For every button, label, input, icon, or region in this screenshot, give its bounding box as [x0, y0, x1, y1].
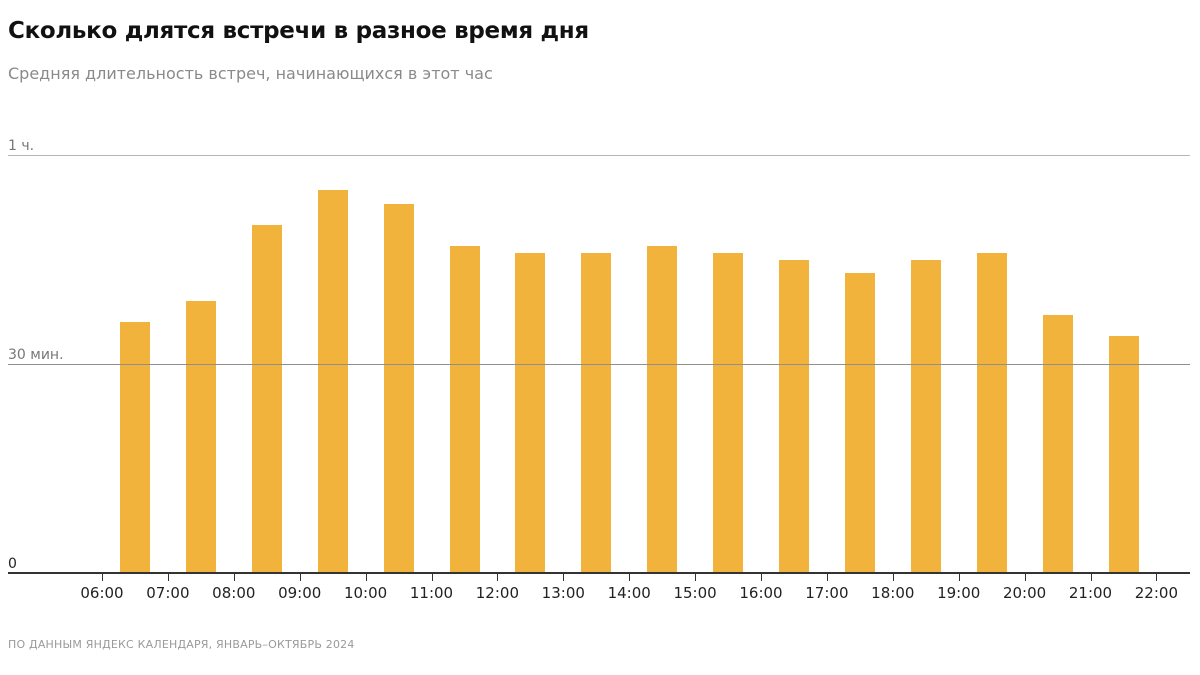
- x-tick-label: 13:00: [541, 584, 585, 602]
- bar-0600: [120, 322, 150, 573]
- bar-0700: [185, 301, 216, 573]
- x-tick-label: 15:00: [673, 584, 717, 602]
- x-tick-mark: [892, 574, 894, 581]
- chart-title: Сколько длятся встречи в разное время дн…: [8, 18, 589, 44]
- x-tick-label: 20:00: [1002, 584, 1047, 602]
- x-tick-mark: [365, 574, 367, 581]
- y-tick-label-30: 30 мин.: [8, 347, 64, 363]
- bar-2000: [1042, 315, 1073, 573]
- x-tick-label: 14:00: [607, 584, 651, 602]
- x-tick-mark: [233, 574, 235, 581]
- x-tick-mark: [958, 574, 960, 581]
- x-tick-label: 12:00: [475, 584, 519, 602]
- bar-1300: [581, 252, 612, 573]
- x-tick-mark: [1090, 574, 1092, 581]
- x-tick-mark: [299, 574, 301, 581]
- x-tick-mark: [431, 574, 433, 581]
- x-tick-label: 06:00: [80, 584, 124, 602]
- bar-1700: [844, 273, 875, 573]
- x-tick-mark: [761, 574, 762, 581]
- bar-2100: [1108, 336, 1139, 573]
- x-tick-label: 19:00: [937, 584, 981, 602]
- bar-1600: [779, 259, 809, 573]
- bar-1800: [910, 259, 941, 573]
- x-tick-mark: [826, 574, 828, 581]
- x-tick-label: 09:00: [278, 584, 322, 602]
- bar-1900: [976, 252, 1007, 573]
- x-tick-label: 21:00: [1068, 584, 1113, 602]
- x-tick-mark: [1156, 574, 1158, 581]
- chart-subtitle: Средняя длительность встреч, начинающихс…: [8, 64, 493, 83]
- x-tick-label: 10:00: [343, 584, 388, 602]
- x-tick-mark: [102, 574, 103, 581]
- bar-1000: [383, 203, 414, 573]
- gridline-30: [8, 364, 1190, 365]
- bar-0900: [317, 189, 348, 573]
- x-tick-label: 17:00: [805, 584, 849, 602]
- source-note: ПО ДАННЫМ ЯНДЕКС КАЛЕНДАРЯ, ЯНВАРЬ–ОКТЯБ…: [8, 638, 355, 651]
- bar-0800: [251, 224, 282, 573]
- x-tick-label: 16:00: [739, 584, 783, 602]
- x-tick-mark: [497, 574, 499, 581]
- y-tick-label-60: 1 ч.: [8, 138, 35, 154]
- y-tick-label-0: 0: [8, 556, 17, 572]
- x-tick-mark: [629, 574, 631, 581]
- bar-1500: [713, 252, 744, 573]
- x-tick-label: 08:00: [212, 584, 256, 602]
- bar-1400: [647, 245, 678, 573]
- bar-1200: [515, 252, 546, 573]
- x-tick-mark: [167, 574, 169, 581]
- x-tick-mark: [1024, 574, 1026, 581]
- x-axis-line: [8, 572, 1190, 574]
- x-tick-label: 11:00: [409, 584, 454, 602]
- bar-1100: [449, 245, 480, 573]
- gridline-60: [8, 155, 1190, 156]
- x-tick-label: 18:00: [871, 584, 915, 602]
- x-tick-label: 22:00: [1134, 584, 1178, 602]
- x-tick-label: 07:00: [146, 584, 190, 602]
- x-tick-mark: [695, 574, 697, 581]
- x-tick-mark: [563, 574, 565, 581]
